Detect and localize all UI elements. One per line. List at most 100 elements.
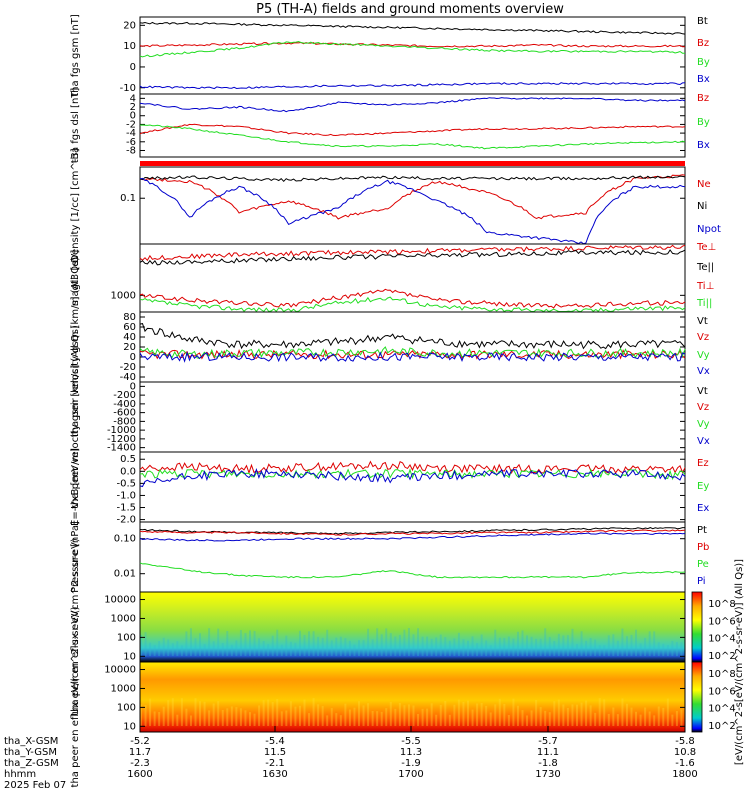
spectrogram-streak — [267, 644, 270, 656]
spectrogram-streak — [158, 641, 161, 656]
spectrogram-streak — [162, 706, 165, 726]
spectrogram-streak — [330, 640, 333, 656]
spectrogram-streak — [503, 703, 506, 726]
spectrogram-streak — [435, 637, 438, 656]
series-line-2 — [139, 124, 686, 150]
y-tick-label: 1000 — [111, 290, 136, 301]
spectrogram-streak — [539, 707, 542, 726]
spectrogram-streak — [362, 640, 365, 656]
y-tick-label: -800 — [113, 416, 136, 427]
colorbar-tick-label: 10^4 — [708, 634, 735, 645]
y-tick-label: 100 — [117, 632, 136, 643]
spectrogram-streak — [208, 628, 211, 656]
spectrogram-streak — [230, 706, 233, 726]
spectrogram-streak — [294, 706, 297, 726]
spectrogram-streak — [235, 707, 238, 726]
spectrogram-streak — [298, 705, 301, 726]
panel-frame — [139, 381, 686, 453]
spectrogram-streak — [666, 698, 669, 726]
spectrogram-streak — [503, 637, 506, 656]
y-tick-label: -6 — [126, 137, 136, 148]
y-axis-label: tha peir velocity gsm [km/s] (All Qs) — [70, 257, 81, 438]
spectrogram-streak — [367, 628, 370, 656]
legend-entry: Vz — [697, 332, 709, 343]
spectrogram-streak — [321, 706, 324, 726]
spectrogram-streak — [412, 705, 415, 726]
spectrogram-streak — [176, 641, 179, 656]
spectrogram-streak — [362, 705, 365, 726]
spectrogram-streak — [203, 701, 206, 726]
footer-row-label: hhmm — [4, 769, 36, 780]
spectrogram-streak — [621, 698, 624, 726]
spectrogram-streak — [380, 711, 383, 726]
y-tick-label: -600 — [113, 408, 136, 419]
y-tick-label: -10 — [120, 83, 136, 94]
spectrogram-streak — [217, 628, 220, 656]
legend-entry: Vt — [697, 386, 708, 397]
spectrogram-streak — [671, 640, 674, 656]
colorbar-tick-label: 10^4 — [708, 704, 735, 715]
spectrogram-streak — [476, 643, 479, 656]
spectrogram-streak — [471, 709, 474, 726]
footer-group: -5.2 -5.4 -5.5 -5.7 -5.8 11.7 11.5 11.3 11.1 10.8… — [4, 559, 745, 791]
y-tick-label: -20 — [120, 362, 136, 373]
y-tick-label: 40 — [123, 332, 136, 343]
spectrogram-streak — [439, 634, 442, 656]
panel-frame — [139, 16, 686, 95]
series-line-3 — [139, 97, 686, 113]
spectrogram-streak — [639, 714, 642, 726]
spectrogram-streak — [162, 637, 165, 656]
y-axis-label: tha fgs gsm [nT] — [70, 14, 81, 97]
spectrogram-streak — [557, 699, 560, 726]
spectrogram-streak — [348, 709, 351, 726]
spectrogram-streak — [267, 699, 270, 726]
spectrogram-streak — [389, 633, 392, 656]
spectrogram-streak — [180, 645, 183, 656]
spectrogram-streak — [335, 637, 338, 656]
spectrogram-streak — [344, 638, 347, 656]
panel-3: 0.1 Density [1/cc] [cm^-3] Ne Ni Npot — [70, 148, 721, 262]
spectrogram-streak — [376, 711, 379, 726]
spectrogram-streak — [662, 707, 665, 726]
spectrogram-streak — [212, 641, 215, 656]
spectrogram-streak — [512, 698, 515, 726]
colorbar-tick-label: 10^8 — [708, 599, 735, 610]
spectrogram-streak — [462, 639, 465, 656]
spectrogram-streak — [467, 700, 469, 726]
y-tick-label: -400 — [113, 399, 136, 410]
legend-entry: Npot — [697, 224, 721, 235]
colorbar-tick-label: 10^8 — [708, 669, 735, 680]
spectrogram-streak — [485, 705, 488, 726]
colorbar-strip — [691, 661, 703, 733]
spectrogram-streak — [376, 628, 379, 656]
spectrogram-streak — [553, 641, 556, 656]
y-tick-label: 0 — [130, 352, 136, 363]
spectrogram-streak — [221, 643, 224, 656]
spectrogram-streak — [489, 645, 492, 656]
spectrogram-streak — [480, 702, 483, 726]
spectrogram-streak — [271, 702, 274, 726]
spectrogram-streak — [430, 703, 433, 726]
spectrogram-streak — [353, 707, 356, 726]
spectrogram-streak — [353, 644, 356, 656]
y-axis-label: tha peir en eflux eV/(cm^2-s-sr-eV) — [70, 538, 81, 716]
spectrogram-streak — [467, 640, 469, 656]
spectrogram-streak — [403, 705, 406, 726]
spectrogram-streak — [385, 628, 388, 656]
legend-entry: Vz — [697, 402, 709, 413]
spectrogram-streak — [675, 711, 678, 726]
spectrogram-streak — [262, 640, 265, 656]
legend-entry: By — [697, 57, 710, 68]
colorbar-label: [eV/(cm^2-s[eV/(cm^2-s-sr-eV)] (All Qs)] — [734, 559, 745, 765]
spectrogram-streak — [639, 643, 642, 656]
y-tick-label: -4 — [126, 128, 136, 139]
spectrogram-streak — [149, 698, 152, 726]
series-line-3 — [139, 346, 686, 359]
series-line-1 — [139, 123, 686, 137]
spectrogram-streak — [185, 708, 188, 726]
spectrogram-streak — [544, 710, 547, 726]
y-tick-label: 0.01 — [114, 569, 136, 580]
series-line-2 — [139, 468, 686, 481]
series-line-3 — [139, 468, 686, 488]
